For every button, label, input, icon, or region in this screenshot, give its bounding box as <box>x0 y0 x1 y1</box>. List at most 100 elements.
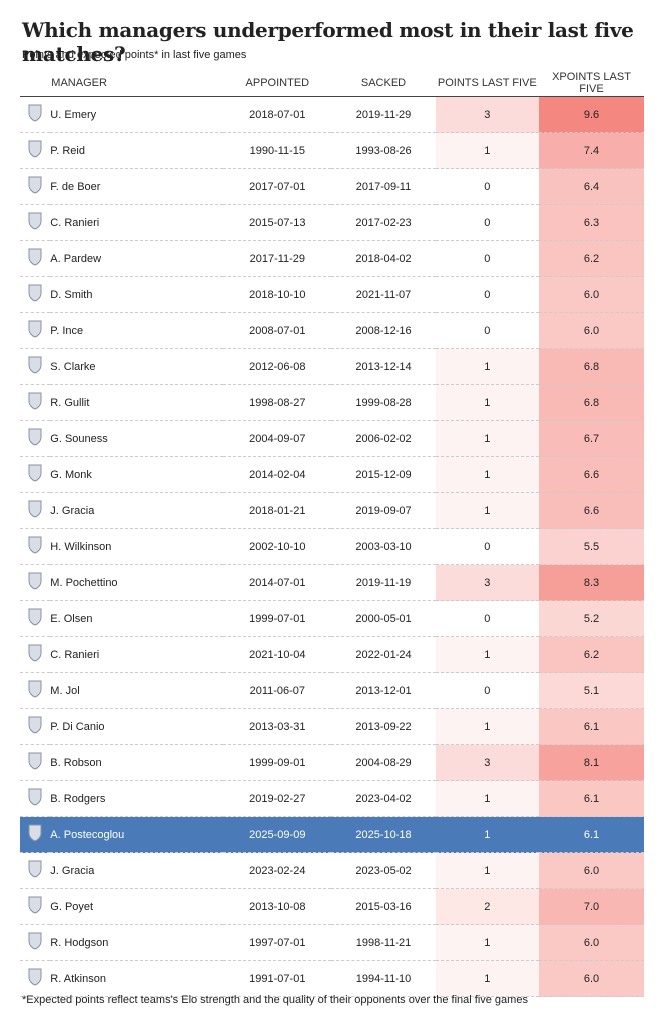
manager-cell: H. Wilkinson <box>50 528 224 565</box>
logo-cell <box>20 132 51 169</box>
sacked-cell: 1993-08-26 <box>331 132 436 169</box>
sacked-cell: 2019-09-07 <box>331 492 436 529</box>
appointed-cell: 2017-07-01 <box>223 168 332 205</box>
xpoints-cell: 6.4 <box>539 168 644 205</box>
logo-cell <box>20 672 51 709</box>
logo-cell <box>20 492 51 529</box>
table-row: J. Gracia 2018-01-21 2019-09-07 1 6.6 <box>20 492 644 529</box>
xpoints-cell: 9.6 <box>539 96 644 133</box>
logo-cell <box>20 960 51 997</box>
points-cell: 1 <box>435 456 540 493</box>
manager-cell: B. Robson <box>50 744 224 781</box>
club-badge <box>28 140 42 158</box>
table-row: R. Hodgson 1997-07-01 1998-11-21 1 6.0 <box>20 924 644 961</box>
manager-cell: R. Gullit <box>50 384 224 421</box>
points-cell: 1 <box>435 420 540 457</box>
column-header: XPOINTS LAST FIVE <box>539 70 644 97</box>
manager-cell: M. Jol <box>50 672 224 709</box>
header-row: MANAGER APPOINTED SACKED POINTS LAST FIVE XP… <box>20 70 644 97</box>
xpoints-cell: 7.4 <box>539 132 644 169</box>
points-cell: 1 <box>435 708 540 745</box>
points-cell: 0 <box>435 528 540 565</box>
manager-cell: F. de Boer <box>50 168 224 205</box>
table-row: J. Gracia 2023-02-24 2023-05-02 1 6.0 <box>20 852 644 889</box>
club-badge <box>28 788 42 806</box>
xpoints-cell: 6.2 <box>539 636 644 673</box>
logo-cell <box>20 816 51 853</box>
column-header: MANAGER <box>50 70 224 97</box>
xpoints-cell: 6.0 <box>539 960 644 997</box>
club-badge <box>28 428 42 446</box>
club-badge <box>28 860 42 878</box>
logo-cell <box>20 276 51 313</box>
manager-cell: U. Emery <box>50 96 224 133</box>
sacked-cell: 2019-11-19 <box>331 564 436 601</box>
club-badge <box>28 176 42 194</box>
appointed-cell: 1999-09-01 <box>223 744 332 781</box>
table-row: F. de Boer 2017-07-01 2017-09-11 0 6.4 <box>20 168 644 205</box>
logo-cell <box>20 600 51 637</box>
club-badge <box>28 212 42 230</box>
points-cell: 3 <box>435 744 540 781</box>
xpoints-cell: 5.2 <box>539 600 644 637</box>
sacked-cell: 2021-11-07 <box>331 276 436 313</box>
club-badge <box>28 572 42 590</box>
club-badge <box>28 608 42 626</box>
table-row: G. Poyet 2013-10-08 2015-03-16 2 7.0 <box>20 888 644 925</box>
xpoints-cell: 6.1 <box>539 708 644 745</box>
xpoints-cell: 6.3 <box>539 204 644 241</box>
sacked-cell: 2006-02-02 <box>331 420 436 457</box>
club-badge <box>28 248 42 266</box>
points-cell: 1 <box>435 132 540 169</box>
appointed-cell: 1999-07-01 <box>223 600 332 637</box>
points-cell: 0 <box>435 168 540 205</box>
xpoints-cell: 6.1 <box>539 816 644 853</box>
xpoints-cell: 5.5 <box>539 528 644 565</box>
manager-cell: C. Ranieri <box>50 636 224 673</box>
appointed-cell: 2021-10-04 <box>223 636 332 673</box>
points-cell: 1 <box>435 816 540 853</box>
table-row: M. Jol 2011-06-07 2013-12-01 0 5.1 <box>20 672 644 709</box>
appointed-cell: 2018-01-21 <box>223 492 332 529</box>
points-cell: 0 <box>435 672 540 709</box>
appointed-cell: 1997-07-01 <box>223 924 332 961</box>
manager-cell: E. Olsen <box>50 600 224 637</box>
logo-cell <box>20 384 51 421</box>
club-badge <box>28 716 42 734</box>
logo-cell <box>20 456 51 493</box>
club-badge <box>28 356 42 374</box>
logo-cell <box>20 420 51 457</box>
manager-cell: R. Hodgson <box>50 924 224 961</box>
xpoints-cell: 6.0 <box>539 312 644 349</box>
xpoints-cell: 6.8 <box>539 348 644 385</box>
appointed-cell: 2018-07-01 <box>223 96 332 133</box>
points-cell: 0 <box>435 240 540 277</box>
table-row: M. Pochettino 2014-07-01 2019-11-19 3 8.3 <box>20 564 644 601</box>
table-row: G. Monk 2014-02-04 2015-12-09 1 6.6 <box>20 456 644 493</box>
manager-cell: A. Postecoglou <box>50 816 224 853</box>
appointed-cell: 2017-11-29 <box>223 240 332 277</box>
sacked-cell: 2023-05-02 <box>331 852 436 889</box>
logo-cell <box>20 564 51 601</box>
table-row: C. Ranieri 2015-07-13 2017-02-23 0 6.3 <box>20 204 644 241</box>
club-badge <box>28 680 42 698</box>
logo-cell <box>20 888 51 925</box>
logo-cell <box>20 780 51 817</box>
sacked-cell: 2004-08-29 <box>331 744 436 781</box>
manager-cell: D. Smith <box>50 276 224 313</box>
column-header: POINTS LAST FIVE <box>435 70 540 97</box>
xpoints-cell: 6.0 <box>539 924 644 961</box>
points-cell: 0 <box>435 600 540 637</box>
sacked-cell: 2017-02-23 <box>331 204 436 241</box>
sacked-cell: 2003-03-10 <box>331 528 436 565</box>
logo-cell <box>20 744 51 781</box>
appointed-cell: 2015-07-13 <box>223 204 332 241</box>
club-badge <box>28 392 42 410</box>
appointed-cell: 2011-06-07 <box>223 672 332 709</box>
manager-cell: B. Rodgers <box>50 780 224 817</box>
logo-cell <box>20 240 51 277</box>
xpoints-cell: 6.8 <box>539 384 644 421</box>
manager-cell: G. Monk <box>50 456 224 493</box>
table-row: S. Clarke 2012-06-08 2013-12-14 1 6.8 <box>20 348 644 385</box>
manager-cell: P. Di Canio <box>50 708 224 745</box>
